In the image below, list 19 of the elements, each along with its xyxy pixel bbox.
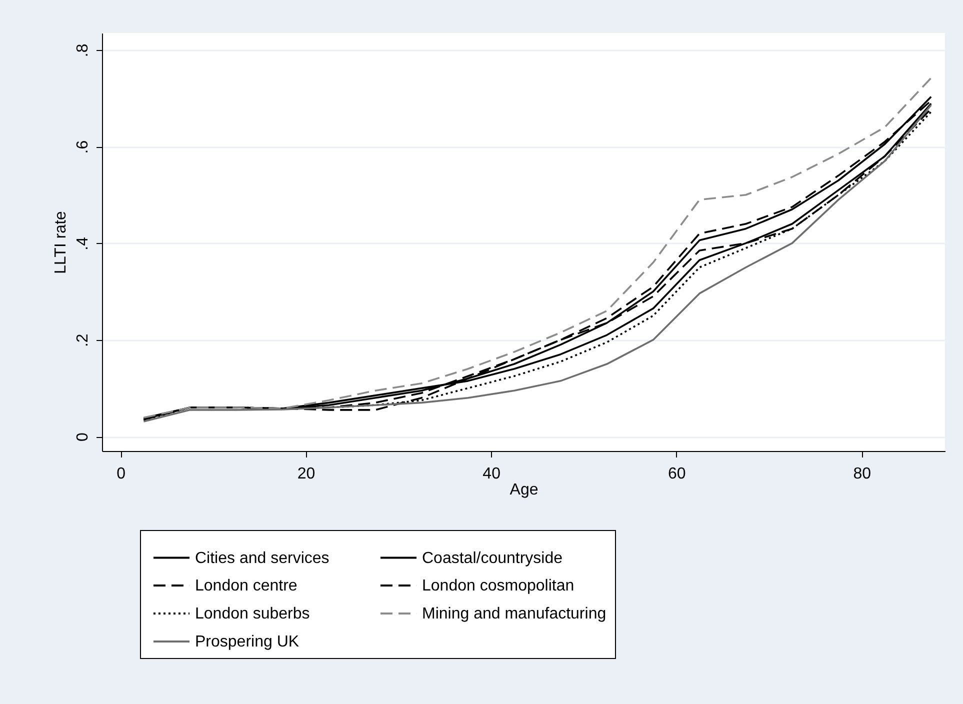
y-tick-label: 0 [74, 432, 92, 442]
x-axis-title: Age [510, 482, 538, 498]
legend-label: London centre [195, 578, 298, 594]
legend-label: London suberbs [195, 606, 310, 622]
legend-label: London cosmopolitan [422, 578, 574, 594]
legend-label: Mining and manufacturing [422, 606, 606, 622]
y-tick-label: .6 [74, 140, 92, 154]
y-axis-title: LLTI rate [52, 210, 70, 274]
x-tick-label: 20 [297, 466, 316, 482]
x-tick-label: 80 [853, 466, 872, 482]
y-tick-label: .4 [74, 236, 92, 250]
legend-label: Coastal/countryside [422, 550, 563, 567]
y-tick-label: .8 [74, 44, 92, 58]
y-tick-label: .2 [74, 334, 92, 348]
x-tick-label: 60 [668, 466, 686, 482]
legend-label: Cities and services [195, 550, 330, 567]
x-tick-label: 0 [116, 466, 126, 482]
legend-label: Prospering UK [195, 634, 300, 650]
x-tick-label: 40 [482, 466, 501, 482]
